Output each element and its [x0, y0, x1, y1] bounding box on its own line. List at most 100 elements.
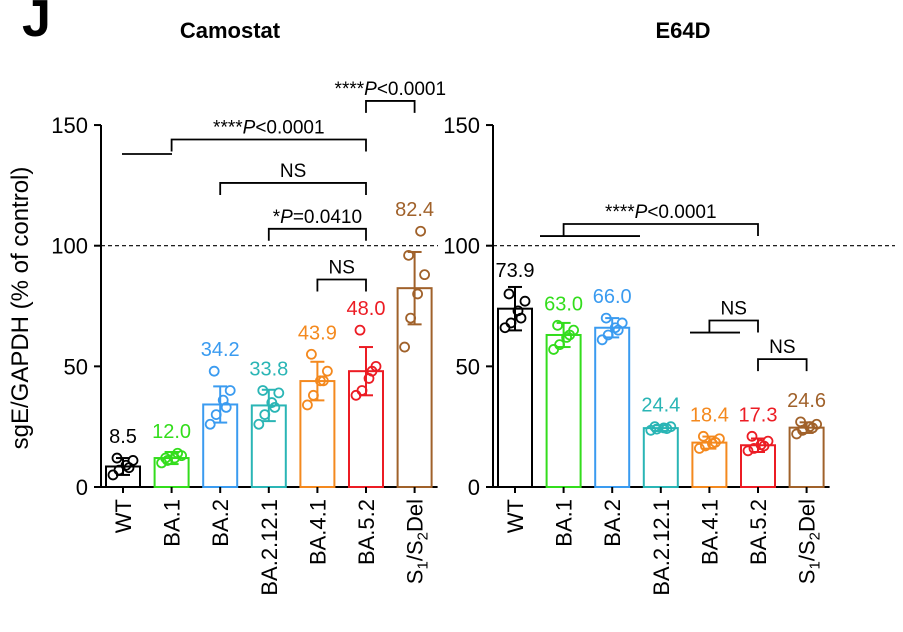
data-point [694, 442, 705, 454]
data-point [162, 455, 174, 466]
y-tick-label: 0 [468, 475, 480, 500]
data-point [405, 312, 417, 324]
significance-label: ****P<0.0001 [335, 79, 446, 100]
x-tick-label-ba-1: BA.1 [160, 499, 185, 547]
x-tick-label-ba-4-1: BA.4.1 [697, 499, 722, 565]
value-label-ba-2-12-1: 33.8 [249, 358, 288, 380]
data-point [259, 409, 271, 421]
data-point [120, 459, 132, 471]
data-point [257, 385, 269, 396]
value-label-ba-5-2: 17.3 [739, 404, 778, 426]
y-tick-label: 150 [51, 113, 88, 138]
data-point [273, 387, 285, 399]
y-tick-label: 50 [64, 354, 88, 379]
x-tick-label-ba-2-12-1: BA.2.12.1 [649, 499, 674, 596]
significance-label: ****P<0.0001 [213, 118, 324, 139]
data-point [746, 430, 758, 442]
data-point [651, 423, 663, 435]
significance-bracket [219, 182, 367, 195]
data-point [269, 401, 281, 413]
bar-ba-4-1 [691, 441, 728, 488]
x-tick-label-ba-4-1: BA.4.1 [305, 499, 330, 565]
data-point [561, 331, 572, 343]
data-point [602, 329, 614, 341]
data-point [160, 452, 172, 464]
significance-label: NS [769, 337, 795, 358]
e64d-panel: E64D 0 50 100 150 73.9 WT 63.0 BA.1 66.0 BA.2 24.4 B… [443, 18, 895, 596]
data-point [600, 312, 612, 324]
y-axis-label: sgE/GAPDH (% of control) [7, 167, 34, 450]
data-point [503, 288, 515, 300]
significance-bracket [562, 223, 759, 236]
data-point [113, 464, 125, 476]
significance-label: NS [280, 161, 306, 182]
data-point [305, 348, 317, 360]
data-point [564, 329, 575, 341]
significance-bracket [170, 138, 367, 152]
significance-bracket [708, 319, 759, 333]
x-tick-label-wt: WT [503, 499, 528, 533]
data-point [123, 462, 135, 474]
data-point [742, 445, 754, 457]
data-point [210, 409, 222, 421]
data-point [399, 341, 411, 353]
data-point [698, 430, 709, 442]
significance-bracket [267, 227, 367, 241]
data-point [519, 295, 531, 307]
value-label-ba-2-12-1: 24.4 [641, 395, 680, 417]
data-point [661, 423, 673, 435]
y-tick-label: 100 [443, 234, 480, 259]
x-tick-label-ba-5-2: BA.5.2 [354, 499, 379, 565]
value-label-ba-4-1: 18.4 [690, 404, 729, 426]
x-tick-label-ba-5-2: BA.5.2 [746, 499, 771, 565]
data-point [220, 401, 232, 413]
data-point [356, 385, 368, 396]
data-point [612, 324, 624, 336]
data-point [204, 418, 216, 430]
value-label-s1-s2del: 24.6 [787, 390, 826, 412]
value-label-wt: 8.5 [109, 426, 137, 448]
data-point [412, 288, 424, 300]
x-tick-label-s1-s2del: S1/S2Del [403, 499, 432, 584]
y-tick-label: 0 [76, 475, 88, 500]
data-point [758, 440, 770, 452]
significance-label: *P=0.0410 [273, 207, 362, 228]
data-point [172, 447, 184, 459]
data-point [807, 422, 818, 434]
data-point [224, 385, 236, 396]
value-label-ba-2: 34.2 [201, 339, 240, 361]
bar-s1-s2del [788, 426, 825, 488]
data-point [700, 440, 711, 452]
camostat-panel: Camostat 0 50 100 150 8.5 WT 12.0 BA.1 34.2 BA.2 33… [51, 18, 446, 596]
x-tick-label-wt: WT [111, 499, 136, 533]
data-point [552, 319, 563, 331]
significance-label: NS [720, 299, 746, 320]
y-tick-label: 150 [443, 113, 480, 138]
value-label-ba-4-1: 43.9 [298, 322, 337, 344]
significance-bracket [316, 278, 367, 292]
data-point [208, 365, 220, 377]
data-point [301, 399, 313, 411]
bar-wt [497, 307, 533, 488]
panel-title: Camostat [180, 18, 281, 43]
data-point [415, 225, 427, 237]
panel-title: E64D [655, 18, 710, 43]
bar-ba-2 [594, 326, 631, 488]
data-point [515, 312, 527, 324]
data-point [403, 249, 415, 261]
data-point [505, 317, 517, 329]
data-point [321, 365, 333, 377]
bar-ba-1 [545, 333, 582, 488]
data-point [307, 389, 319, 401]
significance-label: ****P<0.0001 [605, 202, 716, 223]
bar-ba-2-12-1 [642, 427, 679, 489]
data-point [649, 421, 661, 433]
data-point [354, 324, 366, 336]
data-point [317, 375, 329, 387]
x-tick-label-ba-1: BA.1 [552, 499, 577, 547]
x-tick-label-s1-s2del: S1/S2Del [795, 499, 824, 584]
significance-label: NS [328, 257, 354, 278]
data-point [253, 418, 265, 430]
data-point [314, 375, 326, 387]
